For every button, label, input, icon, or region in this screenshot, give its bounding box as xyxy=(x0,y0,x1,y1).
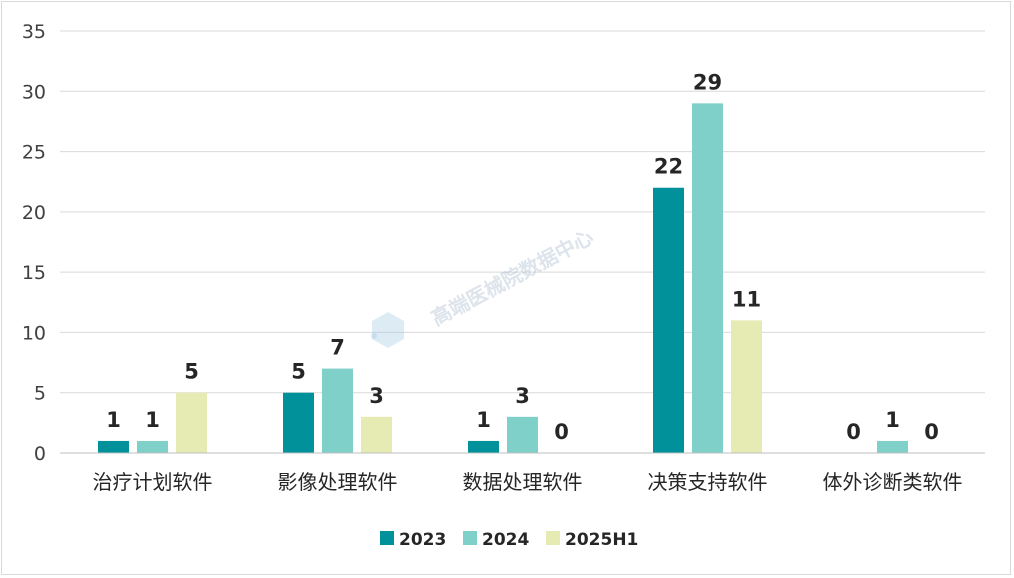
y-tick-label: 15 xyxy=(22,262,46,284)
bar-2025H1-0 xyxy=(176,392,207,453)
bar-2024-4 xyxy=(877,440,908,453)
data-label: 5 xyxy=(291,360,306,384)
data-label: 1 xyxy=(476,408,491,432)
gridlines xyxy=(60,30,985,394)
category-label: 体外诊断类软件 xyxy=(823,470,963,494)
legend-swatch xyxy=(463,531,477,545)
data-label: 29 xyxy=(693,70,722,94)
watermark-logo-dot xyxy=(371,333,377,339)
y-tick-label: 35 xyxy=(22,21,46,43)
watermark: 高端医械院数据中心 xyxy=(371,225,597,348)
y-axis-ticks: 0 5 10 15 20 25 30 35 xyxy=(22,21,46,465)
bar-2024-3 xyxy=(692,103,723,453)
category-label: 数据处理软件 xyxy=(463,470,583,494)
legend-label: 2024 xyxy=(482,530,529,550)
bar-2023-3 xyxy=(653,187,684,453)
data-label: 1 xyxy=(106,408,121,432)
y-tick-label: 25 xyxy=(22,142,46,164)
data-label: 0 xyxy=(846,420,861,444)
y-tick-label: 30 xyxy=(22,81,46,103)
y-tick-label: 20 xyxy=(22,202,46,224)
bar-2023-1 xyxy=(283,392,314,453)
data-label: 22 xyxy=(654,155,683,179)
data-label: 11 xyxy=(732,287,761,311)
bar-2025H1-1 xyxy=(361,416,392,453)
legend-swatch xyxy=(546,531,560,545)
y-tick-label: 10 xyxy=(22,322,46,344)
data-label: 5 xyxy=(184,360,199,384)
data-label: 0 xyxy=(554,420,569,444)
legend: 2023 2024 2025H1 xyxy=(380,530,638,550)
legend-swatch xyxy=(380,531,394,545)
bar-2023-0 xyxy=(98,440,129,453)
bars xyxy=(98,103,908,453)
watermark-text: 高端医械院数据中心 xyxy=(427,225,597,331)
y-tick-label: 0 xyxy=(34,443,46,465)
bar-2024-0 xyxy=(137,440,168,453)
legend-label: 2023 xyxy=(399,530,446,550)
data-label: 1 xyxy=(885,408,900,432)
category-label: 治疗计划软件 xyxy=(93,470,213,494)
category-label: 影像处理软件 xyxy=(278,470,398,494)
category-label: 决策支持软件 xyxy=(648,470,768,494)
bar-2024-1 xyxy=(322,368,353,453)
watermark-logo-icon xyxy=(372,312,404,348)
data-label: 7 xyxy=(330,336,345,360)
bar-2025H1-3 xyxy=(731,320,762,453)
bar-2023-2 xyxy=(468,440,499,453)
data-label: 0 xyxy=(924,420,939,444)
data-label: 3 xyxy=(369,384,384,408)
legend-label: 2025H1 xyxy=(565,530,638,550)
bar-2024-2 xyxy=(507,416,538,453)
data-label: 1 xyxy=(145,408,160,432)
data-label: 3 xyxy=(515,384,530,408)
y-tick-label: 5 xyxy=(34,383,46,405)
category-labels: 治疗计划软件 影像处理软件 数据处理软件 决策支持软件 体外诊断类软件 xyxy=(93,470,963,494)
